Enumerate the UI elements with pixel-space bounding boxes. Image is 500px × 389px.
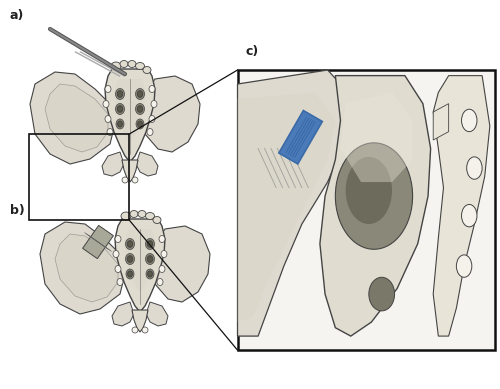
Ellipse shape <box>147 128 153 135</box>
Ellipse shape <box>148 271 152 277</box>
Polygon shape <box>136 152 158 176</box>
Ellipse shape <box>159 235 165 242</box>
Ellipse shape <box>462 205 477 227</box>
Ellipse shape <box>138 121 142 127</box>
Ellipse shape <box>146 212 154 219</box>
Ellipse shape <box>120 61 128 68</box>
Polygon shape <box>238 70 354 336</box>
Ellipse shape <box>132 327 138 333</box>
Ellipse shape <box>456 255 472 277</box>
Bar <box>238 70 495 350</box>
Bar <box>29 134 129 220</box>
Polygon shape <box>140 76 200 152</box>
Ellipse shape <box>111 62 121 70</box>
Polygon shape <box>124 229 156 292</box>
Ellipse shape <box>126 254 134 265</box>
Polygon shape <box>340 93 412 182</box>
Ellipse shape <box>116 103 124 114</box>
Ellipse shape <box>122 177 128 183</box>
Ellipse shape <box>143 67 151 74</box>
Ellipse shape <box>369 277 394 311</box>
Ellipse shape <box>105 116 111 123</box>
Polygon shape <box>112 302 134 326</box>
Polygon shape <box>40 222 125 314</box>
Ellipse shape <box>151 100 157 107</box>
Ellipse shape <box>107 128 113 135</box>
Text: b): b) <box>10 204 25 217</box>
Ellipse shape <box>149 116 155 123</box>
Ellipse shape <box>128 241 132 247</box>
Ellipse shape <box>148 256 152 262</box>
Ellipse shape <box>115 266 121 273</box>
Ellipse shape <box>146 269 154 279</box>
Ellipse shape <box>103 100 109 107</box>
Polygon shape <box>238 93 336 322</box>
Ellipse shape <box>118 91 122 97</box>
Ellipse shape <box>118 121 122 127</box>
Polygon shape <box>105 69 155 162</box>
Text: c): c) <box>246 45 259 58</box>
Ellipse shape <box>466 157 482 179</box>
Ellipse shape <box>146 254 154 265</box>
Ellipse shape <box>336 143 412 249</box>
Ellipse shape <box>159 266 165 273</box>
Polygon shape <box>114 79 146 142</box>
Ellipse shape <box>128 256 132 262</box>
Ellipse shape <box>142 327 148 333</box>
Ellipse shape <box>116 89 124 100</box>
Ellipse shape <box>136 89 144 100</box>
Polygon shape <box>55 234 118 302</box>
Ellipse shape <box>138 91 142 97</box>
Polygon shape <box>122 160 138 182</box>
Polygon shape <box>30 72 115 164</box>
Polygon shape <box>320 75 430 336</box>
Polygon shape <box>279 110 322 164</box>
Ellipse shape <box>161 251 167 258</box>
Ellipse shape <box>148 241 152 247</box>
Polygon shape <box>150 226 210 302</box>
Ellipse shape <box>136 103 144 114</box>
Polygon shape <box>433 103 448 140</box>
Polygon shape <box>82 225 114 259</box>
Text: a): a) <box>10 9 24 22</box>
Polygon shape <box>102 152 124 176</box>
Polygon shape <box>146 302 168 326</box>
Ellipse shape <box>121 212 131 220</box>
Ellipse shape <box>132 177 138 183</box>
Ellipse shape <box>126 238 134 249</box>
Ellipse shape <box>136 119 144 129</box>
Ellipse shape <box>149 86 155 93</box>
Ellipse shape <box>146 238 154 249</box>
Ellipse shape <box>136 63 144 70</box>
Ellipse shape <box>138 106 142 112</box>
Ellipse shape <box>130 210 138 217</box>
Ellipse shape <box>138 210 146 217</box>
Polygon shape <box>132 310 148 332</box>
Ellipse shape <box>346 157 392 224</box>
Polygon shape <box>433 75 490 336</box>
Polygon shape <box>45 84 108 152</box>
Ellipse shape <box>153 217 161 224</box>
Ellipse shape <box>126 269 134 279</box>
Ellipse shape <box>128 271 132 277</box>
Polygon shape <box>115 219 165 312</box>
Ellipse shape <box>462 109 477 131</box>
Ellipse shape <box>128 61 136 68</box>
Ellipse shape <box>157 279 163 286</box>
Ellipse shape <box>117 279 123 286</box>
Ellipse shape <box>115 235 121 242</box>
Ellipse shape <box>116 119 124 129</box>
Ellipse shape <box>113 251 119 258</box>
Ellipse shape <box>118 106 122 112</box>
Ellipse shape <box>105 86 111 93</box>
